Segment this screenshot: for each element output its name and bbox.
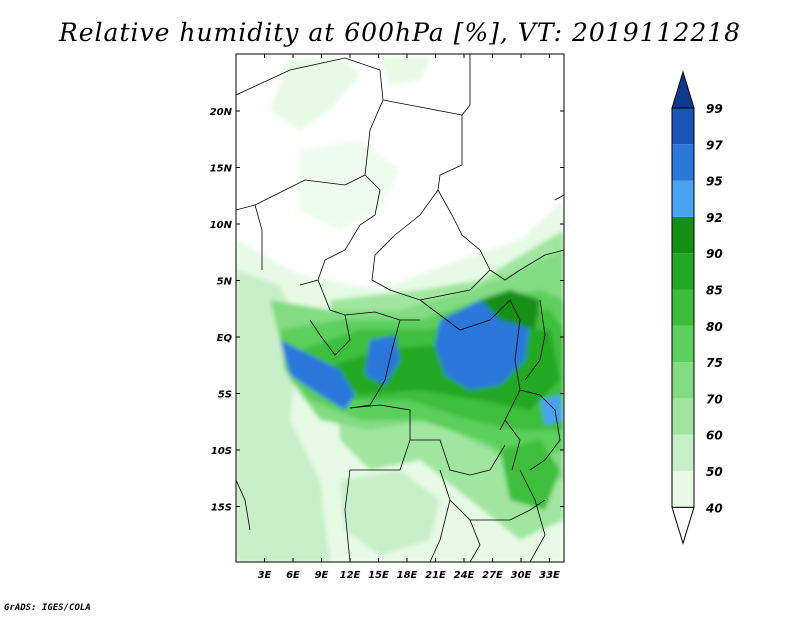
lat-label: 20N [210,107,233,118]
colorbar-segment [672,471,694,508]
colorbar-high-triangle [671,70,695,109]
humidity-region-95 [540,395,564,425]
lon-label: 18E [397,570,418,581]
colorbar-segment [672,253,694,290]
colorbar-segment [672,434,694,471]
colorbar-segment [672,325,694,363]
latitude-axis: 20N 15N 10N 5N EQ 5S 10S 15S [210,107,564,514]
humidity-region-92 [480,290,540,330]
colorbar-label: 90 [706,247,723,261]
humidity-region-50 [300,140,400,230]
longitude-axis: 3E 6E 9E 12E 15E 18E 21E 24E 27E 30E 33E [258,54,560,581]
colorbar-label: 99 [706,102,723,116]
lon-label: 9E [315,570,329,581]
lon-label: 21E [425,570,446,581]
map-frame [235,53,565,563]
colorbar-segment [672,144,694,181]
colorbar-segment [672,398,694,435]
colorbar-label: 70 [706,392,723,406]
lat-label: 15S [211,503,232,514]
colorbar-segment [672,180,694,217]
lon-label: 24E [454,570,475,581]
colorbar-label: 95 [706,175,723,189]
lon-label: 15E [368,570,389,581]
humidity-region-60 [236,270,330,562]
lat-label: 10S [211,446,232,457]
colorbar-label: 80 [706,320,723,334]
colorbar-label: 92 [706,211,723,225]
lon-label: 33E [539,570,560,581]
country-borders [236,54,564,562]
humidity-region-97 [280,340,355,410]
colorbar-label: 97 [706,138,723,152]
colorbar-label: 85 [706,284,723,298]
lon-label: 12E [340,570,361,581]
colorbar-segment [672,289,694,326]
lat-label: 5S [218,390,232,401]
colorbar-label: 60 [706,429,723,443]
humidity-region-97 [365,335,400,385]
humidity-region-70 [340,470,440,555]
lon-label: 30E [511,570,532,581]
credit-label: GrADS: IGES/COLA [4,603,91,613]
humidity-field [236,54,564,562]
lat-label: 10N [210,220,233,231]
colorbar-label: 40 [705,501,723,515]
colorbar-label: 75 [706,356,723,370]
humidity-region-50 [380,58,430,85]
colorbar-segment [672,362,694,399]
colorbar-segment [672,108,694,145]
humidity-region-50 [270,58,360,130]
lon-label: 6E [286,570,300,581]
colorbar: 40 50 60 70 75 80 85 90 92 95 97 99 [671,70,723,546]
lon-label: 3E [258,570,272,581]
colorbar-label: 50 [706,465,723,479]
lat-label: EQ [217,333,233,344]
lat-label: 15N [210,164,233,175]
lat-label: 5N [217,277,233,288]
colorbar-low-triangle [671,506,695,546]
lon-label: 27E [482,570,503,581]
map-title: Relative humidity at 600hPa [%], VT: 201… [58,18,742,47]
colorbar-segment [672,216,694,254]
